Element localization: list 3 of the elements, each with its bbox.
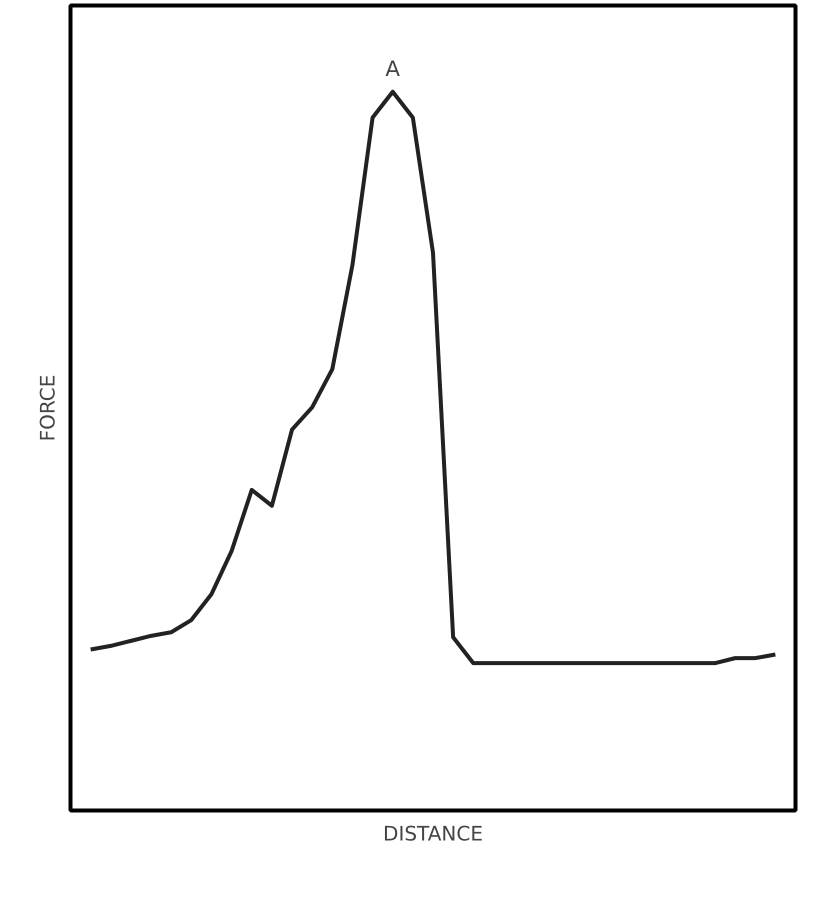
y-axis-title: FORCE (36, 374, 60, 442)
text: A (385, 56, 400, 82)
x-axis-title: DISTANCE (383, 822, 483, 846)
